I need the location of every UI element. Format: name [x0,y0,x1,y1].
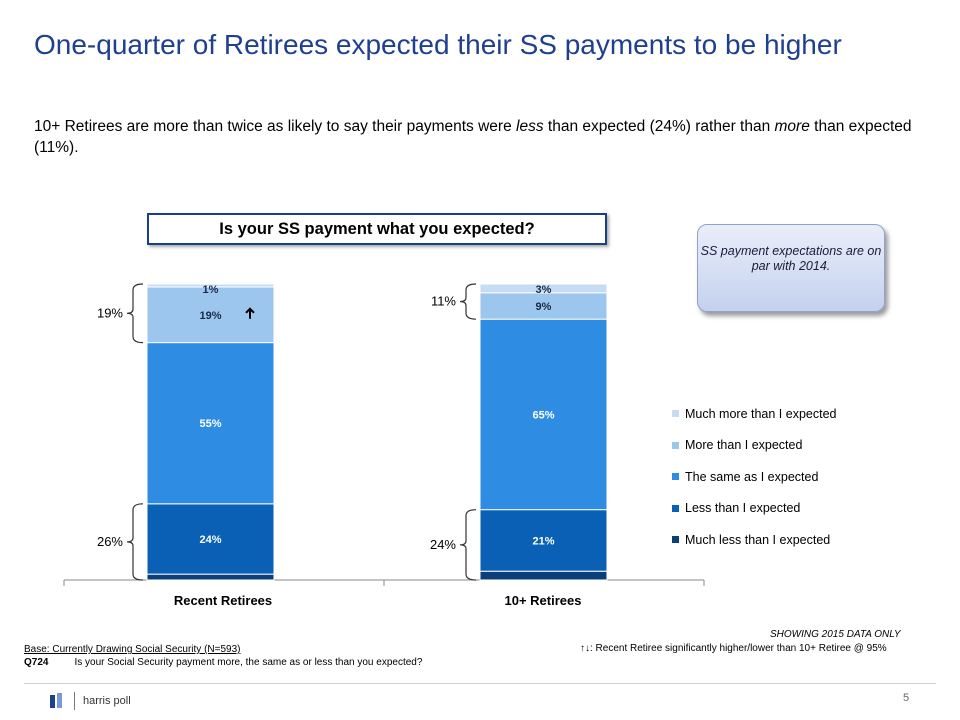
legend-swatch [672,441,679,449]
legend-item: Much more than I expected [672,398,836,430]
significance-note: ↑↓: Recent Retiree significantly higher/… [580,643,887,654]
page-title: One-quarter of Retirees expected their S… [34,29,842,60]
legend-label: The same as I expected [685,469,819,484]
data-label: 55% [199,418,221,430]
legend-label: More than I expected [685,438,803,453]
legend-item: The same as I expected [672,461,836,493]
bar-segment [146,286,275,344]
data-label: 9% [536,301,552,313]
legend-label: Less than I expected [685,501,801,516]
legend-swatch [672,536,679,544]
more-net-label: 19% [97,305,123,320]
callout-box: SS payment expectations are on par with … [697,224,885,312]
bar-segment [479,292,608,320]
less-bracket [459,509,477,581]
legend-swatch [672,473,679,481]
page-number: 5 [903,692,910,704]
logo-separator [74,692,75,710]
legend-swatch [672,410,679,418]
question-box: Is your SS payment what you expected? [147,213,607,245]
data-label: 21% [532,535,554,547]
base-note: Base: Currently Drawing Social Security … [24,644,241,655]
chart-legend: Much more than I expected More than I exp… [672,398,836,556]
category-label: Recent Retirees [174,593,272,608]
question-text: Is your Social Security payment more, th… [74,657,423,668]
legend-item: Much less than I expected [672,524,836,556]
category-label: 10+ Retirees [505,593,582,608]
bar-segment [146,283,275,288]
less-bracket [126,503,144,581]
harris-poll-logo: harris poll [48,692,131,710]
data-label: 24% [199,534,221,546]
more-bracket [459,283,477,320]
harris-logo-icon [50,693,62,708]
data-label: 19% [199,310,221,322]
data-label: 3% [536,284,552,296]
bar-segment [479,283,608,294]
less-net-label: 24% [430,537,456,552]
less-net-label: 26% [97,534,123,549]
bar-segment [146,342,275,505]
legend-swatch [672,504,679,512]
legend-label: Much more than I expected [685,406,837,421]
legend-item: Less than I expected [672,493,836,525]
logo-text: harris poll [83,695,131,707]
page-subtitle: 10+ Retirees are more than twice as like… [34,118,912,156]
more-bracket [126,283,144,344]
significance-up-icon [245,307,255,319]
more-net-label: 11% [431,294,456,309]
question-code: Q724 [24,657,49,668]
question-note: Q724 Is your Social Security payment more… [24,657,422,668]
bar-segment [479,509,608,572]
footer-divider [24,683,936,684]
data-label: 65% [532,409,554,421]
legend-item: More than I expected [672,430,836,462]
legend-label: Much less than I expected [685,532,831,547]
data-label: 1% [203,284,219,296]
showing-note: SHOWING 2015 DATA ONLY [770,629,901,640]
